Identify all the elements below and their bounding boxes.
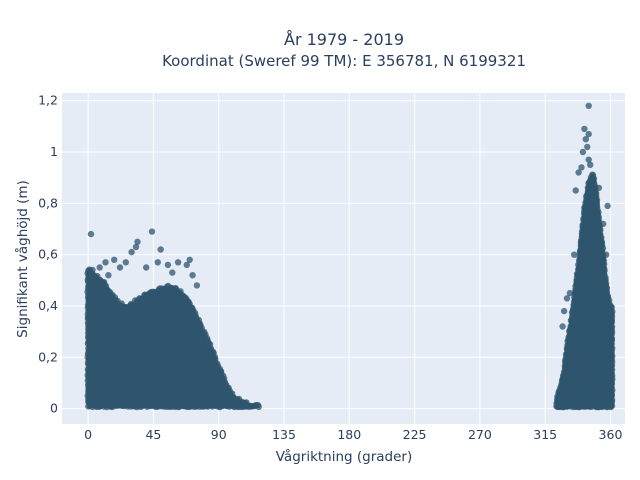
data-point <box>255 403 262 410</box>
chart-title: År 1979 - 2019 Koordinat (Sweref 99 TM):… <box>162 30 526 70</box>
chart-title-line-1: År 1979 - 2019 <box>284 30 404 49</box>
chart-title-line-2: Koordinat (Sweref 99 TM): E 356781, N 61… <box>162 52 526 70</box>
data-points <box>84 102 616 411</box>
grid-lines <box>62 93 625 424</box>
